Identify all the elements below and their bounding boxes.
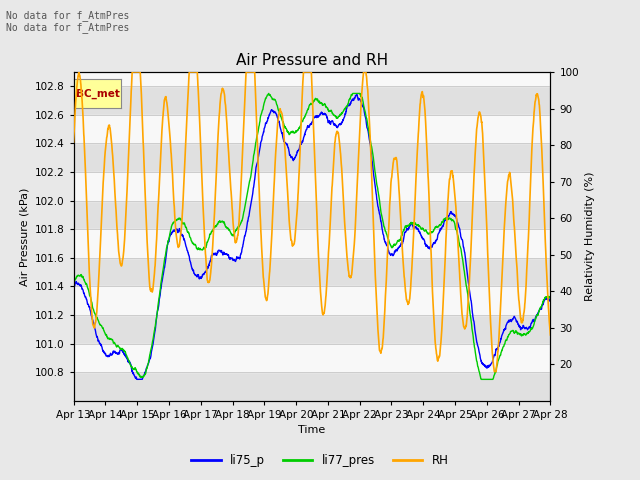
Bar [74,287,550,315]
Text: No data for f_AtmPres
No data for f_AtmPres: No data for f_AtmPres No data for f_AtmP… [6,10,130,33]
Bar [74,72,550,86]
Bar [74,115,550,144]
Bar [74,344,550,372]
Y-axis label: Air Pressure (kPa): Air Pressure (kPa) [19,187,29,286]
X-axis label: Time: Time [298,425,326,435]
Bar [74,229,550,258]
Y-axis label: Relativity Humidity (%): Relativity Humidity (%) [584,172,595,301]
Legend: li75_p, li77_pres, RH: li75_p, li77_pres, RH [187,449,453,472]
Bar [74,172,550,201]
Title: Air Pressure and RH: Air Pressure and RH [236,53,388,68]
